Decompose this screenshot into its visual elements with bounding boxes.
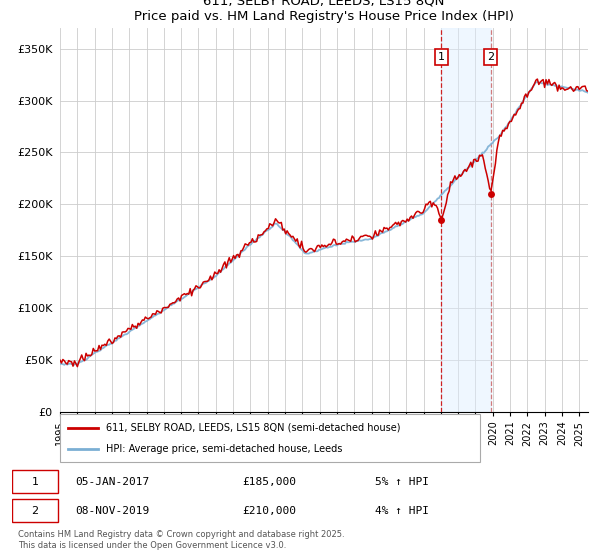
Text: 1: 1 [438, 52, 445, 62]
Text: 05-JAN-2017: 05-JAN-2017 [76, 477, 149, 487]
Text: 611, SELBY ROAD, LEEDS, LS15 8QN (semi-detached house): 611, SELBY ROAD, LEEDS, LS15 8QN (semi-d… [106, 423, 401, 433]
Text: 4% ↑ HPI: 4% ↑ HPI [375, 506, 429, 516]
FancyBboxPatch shape [12, 499, 58, 522]
Text: 5% ↑ HPI: 5% ↑ HPI [375, 477, 429, 487]
Title: 611, SELBY ROAD, LEEDS, LS15 8QN
Price paid vs. HM Land Registry's House Price I: 611, SELBY ROAD, LEEDS, LS15 8QN Price p… [134, 0, 514, 22]
Text: Contains HM Land Registry data © Crown copyright and database right 2025.
This d: Contains HM Land Registry data © Crown c… [18, 530, 344, 550]
FancyBboxPatch shape [12, 470, 58, 493]
Text: 2: 2 [31, 506, 38, 516]
FancyBboxPatch shape [60, 414, 480, 462]
Text: 1: 1 [32, 477, 38, 487]
Text: HPI: Average price, semi-detached house, Leeds: HPI: Average price, semi-detached house,… [106, 444, 343, 454]
Bar [442, 28, 491, 412]
Text: 08-NOV-2019: 08-NOV-2019 [76, 506, 149, 516]
Text: 2: 2 [487, 52, 494, 62]
Text: £185,000: £185,000 [242, 477, 296, 487]
Text: £210,000: £210,000 [242, 506, 296, 516]
